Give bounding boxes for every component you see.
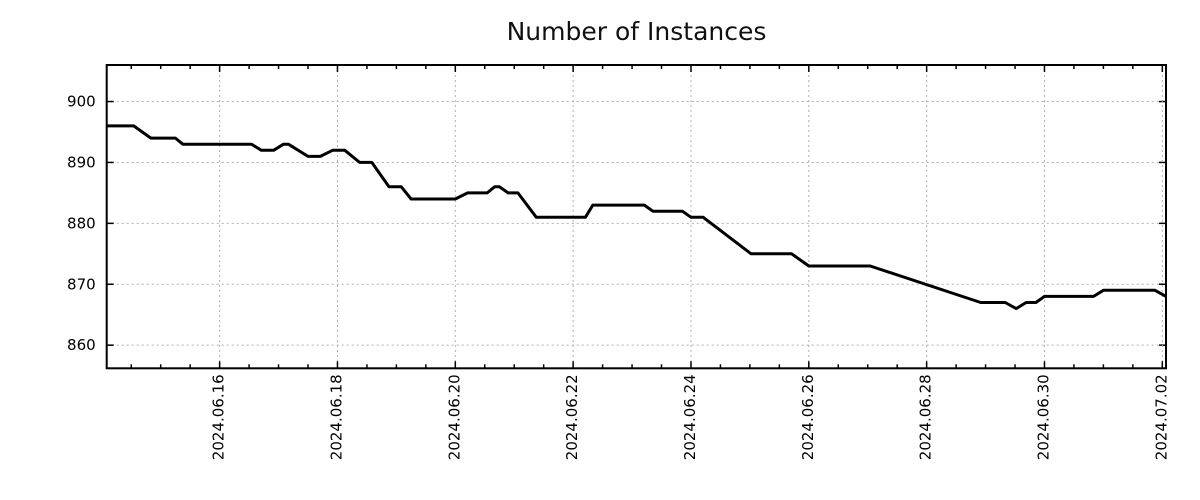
x-tick-label: 2024.06.28 [917, 374, 935, 460]
series-line-instances [106, 124, 1167, 311]
plot-border [105, 64, 1168, 370]
x-tick-label: 2024.06.18 [327, 374, 345, 460]
y-tick-label: 900 [67, 93, 96, 111]
y-tick-label: 890 [67, 153, 96, 171]
x-tick-label: 2024.06.24 [681, 374, 699, 460]
x-tick-label: 2024.06.16 [210, 374, 228, 460]
x-tick-label: 2024.06.22 [563, 374, 581, 460]
chart-title: Number of Instances [506, 17, 767, 46]
y-tick-label: 880 [67, 214, 96, 232]
y-tick-label: 870 [67, 275, 96, 293]
x-tick-label: 2024.07.02 [1152, 374, 1170, 460]
y-tick-label: 860 [67, 336, 96, 354]
x-tick-label: 2024.06.20 [445, 374, 463, 460]
x-tick-label: 2024.06.30 [1034, 374, 1052, 460]
x-tick-label: 2024.06.26 [799, 374, 817, 460]
